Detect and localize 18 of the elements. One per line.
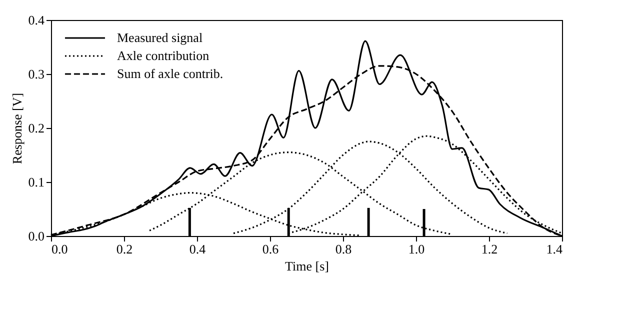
x-tick-label: 1.0: [408, 242, 425, 256]
y-tick-label: 0.2: [28, 120, 44, 136]
y-tick-label: 0.1: [28, 174, 44, 190]
legend-label: Measured signal: [117, 30, 203, 45]
x-tick-label: 0.2: [116, 242, 133, 256]
x-tick-label: 0.8: [335, 242, 352, 256]
x-tick-label: 0.0: [52, 242, 68, 256]
y-tick-label: 0.3: [28, 66, 44, 82]
x-tick-label: 0.6: [262, 242, 280, 256]
y-tick-label: 0.0: [28, 228, 44, 244]
x-tick-label: 0.4: [189, 242, 206, 256]
legend-label: Axle contribution: [117, 48, 210, 63]
y-tick-label: 0.4: [28, 12, 45, 28]
x-axis-title: Time [s]: [285, 258, 329, 274]
legend-label: Sum of axle contrib.: [117, 66, 224, 81]
x-tick-label: 1.2: [481, 242, 498, 256]
y-axis-title: Response [V]: [9, 92, 24, 164]
x-tick-label: 1.4: [546, 242, 563, 256]
